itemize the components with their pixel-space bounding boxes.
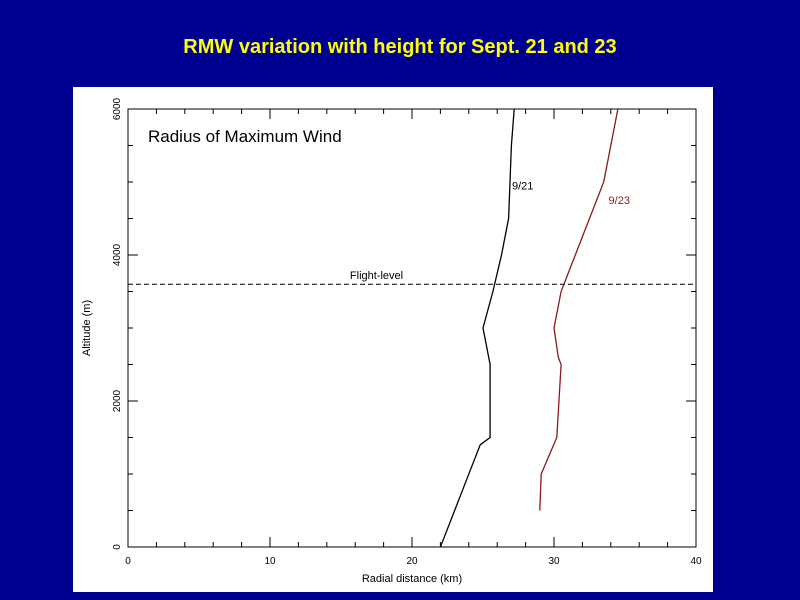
series-label-2: 9/23 <box>609 195 630 207</box>
axis-ticks: 0 10 20 30 40 0 2000 4000 6000 <box>112 97 702 567</box>
chart-panel: 0 10 20 30 40 0 2000 4000 6000 Flight-level 9/21… <box>73 87 713 592</box>
chart-title: Radius of Maximum Wind <box>148 127 342 146</box>
y-tick-label: 6000 <box>112 97 123 120</box>
plot-frame <box>127 108 697 548</box>
y-tick-label: 0 <box>112 544 123 550</box>
x-tick-label: 40 <box>690 556 702 567</box>
slide-title: RMW variation with height for Sept. 21 a… <box>183 36 617 58</box>
x-axis-label: Radial distance (km) <box>362 573 462 585</box>
y-tick-label: 2000 <box>112 389 123 412</box>
series-label-1: 9/21 <box>512 180 533 192</box>
x-tick-label: 20 <box>406 556 418 567</box>
y-tick-label: 4000 <box>112 243 123 266</box>
x-tick-label: 10 <box>264 556 276 567</box>
reference-lines: Flight-level <box>128 270 696 285</box>
x-tick-label: 0 <box>125 556 131 567</box>
flight-level-label: Flight-level <box>350 270 403 282</box>
series-lines: 9/21 9/23 <box>439 108 630 548</box>
y-axis-label: Altitude (m) <box>81 300 93 356</box>
series-line-2 <box>539 108 619 511</box>
series-line-1 <box>439 108 515 548</box>
x-tick-label: 30 <box>548 556 560 567</box>
rmw-chart: 0 10 20 30 40 0 2000 4000 6000 Flight-level 9/21… <box>81 97 702 585</box>
